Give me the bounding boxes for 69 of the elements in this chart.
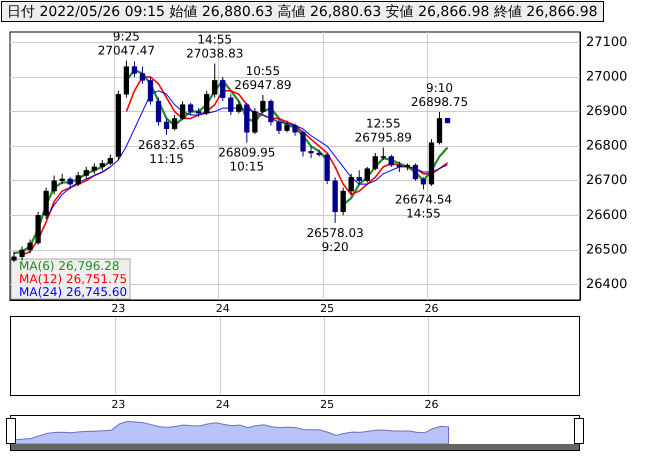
candlestick (268, 98, 274, 126)
candlestick (236, 100, 242, 114)
candlestick (84, 166, 89, 180)
candlestick (212, 63, 218, 98)
candlestick (164, 118, 170, 136)
candlestick (396, 161, 402, 173)
candlestick (228, 94, 234, 116)
candlestick (356, 170, 362, 185)
y-tick-label: 26500 (586, 242, 628, 258)
candlestick (27, 238, 33, 254)
candlestick (380, 147, 386, 160)
text: MA(24) 26,745.60 (19, 285, 128, 299)
candlestick (284, 121, 290, 133)
x-tick-label: 26 (424, 302, 438, 315)
candlestick (140, 66, 146, 84)
candlestick (76, 172, 81, 186)
text: 12:55 26795.89 (354, 116, 412, 145)
text: 26809.95 10:15 (218, 146, 276, 174)
series-label: MA(12) 26,751.75 (19, 272, 128, 286)
y-tick-label: 26800 (586, 138, 628, 154)
category-label: 25 (320, 398, 334, 411)
candlestick (51, 175, 57, 196)
candlestick (300, 130, 306, 157)
category-label: 26 (424, 398, 438, 411)
x-tick-label: 23 (111, 302, 126, 315)
candlestick (276, 118, 282, 135)
candlestick (412, 162, 418, 182)
candlestick (204, 90, 210, 116)
candlestick (60, 173, 65, 185)
candlestick (340, 187, 346, 216)
y-tick-label: 26700 (586, 173, 628, 188)
text: 26578.03 9:20 (306, 226, 364, 254)
text: 14:55 27038.83 (186, 32, 244, 61)
candlestick (260, 94, 266, 114)
candlestick (292, 123, 298, 136)
candlestick (180, 100, 186, 121)
text: 10:55 26947.89 (234, 64, 292, 92)
candlestick (420, 176, 426, 190)
candlestick (19, 246, 25, 261)
candlestick (364, 166, 370, 183)
text: 9:10 26898.75 (410, 80, 468, 109)
text: 26832.65 11:15 (138, 138, 196, 166)
candlestick (100, 159, 105, 171)
chart-title: 日付 2022/05/26 09:15 始値 26,880.63 高値 26,880.63 安値 26,866.98 終値 26,866.98 (7, 4, 598, 20)
candlestick (68, 176, 73, 190)
x-tick-label: 25 (320, 302, 334, 315)
x-tick-label: 24 (216, 302, 230, 315)
y-tick-label: 27100 (586, 34, 628, 50)
candlestick (308, 146, 314, 159)
y-tick-label: 26400 (586, 276, 628, 292)
candlestick (388, 154, 394, 168)
candlestick (132, 60, 138, 78)
series-label: MA(6) 26,796.28 (19, 259, 120, 273)
y-tick-label: 26600 (586, 208, 628, 223)
category-label: 24 (216, 398, 230, 411)
text: 26674.54 14:55 (394, 192, 452, 220)
y-tick-label: 27000 (586, 69, 628, 84)
category-label: 23 (111, 398, 126, 411)
candlestick (156, 97, 162, 126)
candlestick (252, 108, 258, 135)
candlestick (372, 152, 378, 171)
candlestick (188, 102, 194, 116)
candlestick (348, 173, 354, 196)
candlestick (92, 162, 97, 174)
candlestick (148, 76, 154, 106)
candlestick (108, 154, 114, 166)
candlestick (220, 76, 226, 102)
candlestick (172, 114, 178, 132)
y-tick-label: 26900 (586, 104, 628, 120)
